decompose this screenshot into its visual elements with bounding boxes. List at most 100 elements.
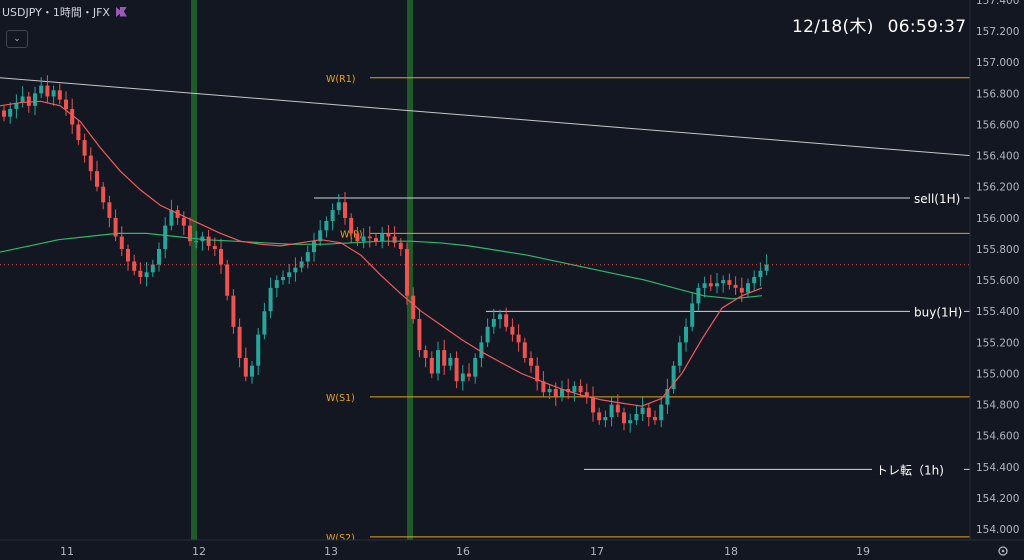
candle-body <box>460 373 465 382</box>
candle-body <box>64 99 68 109</box>
candle-body <box>101 186 106 203</box>
moving-averages <box>0 100 763 407</box>
candle-body <box>330 210 335 221</box>
session-band-0 <box>191 0 197 540</box>
candle-body <box>721 280 726 284</box>
candle-body <box>727 280 732 285</box>
flag-icon <box>115 6 127 18</box>
candle-body <box>516 334 521 343</box>
collapse-chevron-button[interactable]: ⌄ <box>6 30 28 48</box>
candle-body <box>274 280 279 288</box>
time-tick-label: 17 <box>590 545 604 558</box>
price-tick-label: 155.800 <box>976 244 1019 256</box>
candle-body <box>88 155 93 172</box>
candle-body <box>287 272 292 278</box>
candle-body <box>529 357 533 366</box>
price-axis[interactable]: 157.400 157.200 157.000 156.800 156.600 156.4… <box>969 0 1024 560</box>
candle-body <box>758 270 763 278</box>
candle-body <box>702 283 707 288</box>
candle-body <box>380 233 385 242</box>
candle-body <box>491 319 496 327</box>
candle-body <box>473 357 478 377</box>
candle-body <box>225 264 230 296</box>
candle-body <box>572 385 577 393</box>
candle-body <box>498 314 502 320</box>
clock-time: 06:59:37 <box>887 17 967 37</box>
candle-body <box>188 225 192 242</box>
candle-body <box>57 90 62 100</box>
candle-body <box>591 396 595 413</box>
symbol-header[interactable]: USDJPY・1時間・JFX <box>0 3 127 21</box>
hline-label: buy(1H) <box>914 305 962 319</box>
candle-body <box>504 314 509 327</box>
candle-body <box>163 225 168 249</box>
price-tick-label: 155.200 <box>976 337 1019 349</box>
descending-trendline[interactable] <box>0 77 971 157</box>
candle-body <box>653 417 657 421</box>
candle-body <box>324 220 329 231</box>
candle-body <box>157 248 161 265</box>
time-tick-label: 12 <box>192 545 206 558</box>
candle-body <box>603 417 608 421</box>
candle-body <box>665 389 670 405</box>
candle-body <box>659 404 664 421</box>
candle-body <box>690 303 695 327</box>
candle-body <box>262 311 267 335</box>
candle-body <box>336 202 341 211</box>
gear-ring <box>998 546 1008 556</box>
candle-body <box>181 217 186 226</box>
pivot-label: W(S1) <box>326 393 355 404</box>
candle-body <box>485 326 490 343</box>
candle-body <box>219 248 223 265</box>
candle-body <box>553 389 558 397</box>
candle-body <box>8 108 13 117</box>
chevron-down-icon: ⌄ <box>13 34 21 44</box>
candle-body <box>696 287 701 304</box>
candle-body <box>584 392 589 397</box>
candle-body <box>113 217 118 237</box>
price-tick-label: 156.800 <box>976 88 1019 100</box>
candle-body <box>684 326 688 343</box>
candle-body <box>281 277 285 281</box>
candle-body <box>132 261 137 271</box>
candle-body <box>454 357 459 382</box>
price-tick-label: 154.600 <box>976 431 1019 443</box>
hline-label-bg <box>910 303 964 320</box>
trendline[interactable] <box>0 77 971 157</box>
candle-body <box>640 407 645 414</box>
candle-body <box>20 96 25 103</box>
hline-label: トレ転（1h) <box>876 463 944 477</box>
candle-body <box>14 102 19 109</box>
candle-body <box>522 342 527 358</box>
candle-body <box>33 93 37 106</box>
candle-body <box>597 412 602 421</box>
hline-label-bg <box>910 189 964 206</box>
candle-body <box>677 342 682 366</box>
candle-body <box>436 350 440 374</box>
price-tick-label: 156.600 <box>976 119 1019 131</box>
price-tick-label: 157.400 <box>976 0 1019 7</box>
candle-body <box>411 295 416 320</box>
price-tick-label: 155.400 <box>976 306 1019 318</box>
gear-hub <box>1001 549 1005 553</box>
session-band-1 <box>407 0 413 540</box>
candle-body <box>479 342 484 358</box>
candle-body <box>541 381 546 393</box>
candle-body <box>268 287 273 312</box>
price-tick-label: 154.400 <box>976 462 1019 474</box>
candle-body <box>442 350 447 366</box>
candle-body <box>429 357 434 374</box>
price-tick-label: 156.000 <box>976 213 1019 225</box>
clock-date: 12/18(木) <box>792 17 874 37</box>
candle-body <box>467 373 471 377</box>
candle-body <box>107 202 112 218</box>
candle-body <box>367 236 372 239</box>
symbol-title: USDJPY・1時間・JFX <box>2 6 110 19</box>
candle-body <box>250 365 254 377</box>
price-axis-bg <box>970 0 1024 560</box>
time-axis[interactable]: 11 12 13 16 17 18 19 <box>0 539 1024 560</box>
settings-gear-icon[interactable] <box>998 546 1008 556</box>
pivot-label: W(R1) <box>326 74 355 85</box>
